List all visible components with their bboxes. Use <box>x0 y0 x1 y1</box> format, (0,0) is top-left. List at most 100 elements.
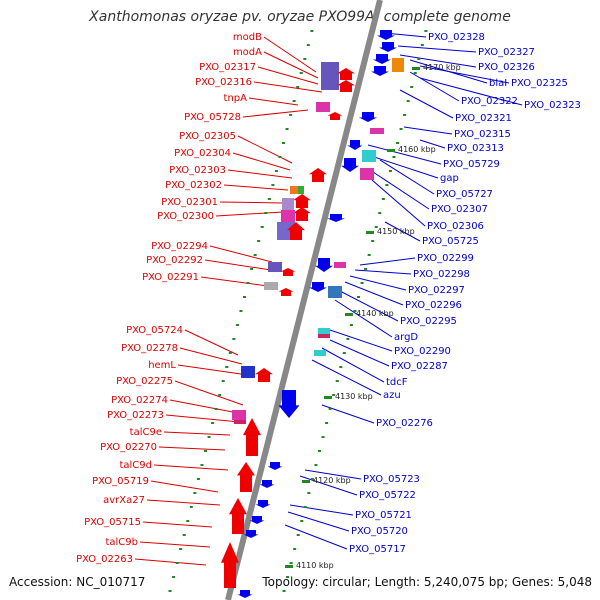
tick-mark-right <box>342 352 346 354</box>
gene-box <box>281 210 295 224</box>
right-gene-label[interactable]: PXO_05723 <box>363 474 420 485</box>
left-gene-label[interactable]: PXO_02305 <box>179 131 236 142</box>
tick-mark-left <box>179 548 183 550</box>
right-gene-label[interactable]: PXO_05727 <box>436 189 493 200</box>
gene-arrow-forward <box>293 194 311 208</box>
right-gene-label[interactable]: PXO_05725 <box>422 236 479 247</box>
right-gene-label[interactable]: PXO_02326 <box>478 62 535 73</box>
left-gene-label[interactable]: PXO_02273 <box>107 410 164 421</box>
right-gene-label[interactable]: PXO_02313 <box>447 143 504 154</box>
left-gene-label[interactable]: avrXa27 <box>103 495 145 506</box>
left-connector-line <box>263 51 319 79</box>
right-connector-line <box>329 339 390 367</box>
left-gene-label[interactable]: hemL <box>148 360 176 371</box>
left-gene-label[interactable]: PXO_02294 <box>151 241 208 252</box>
tick-mark-right <box>406 100 410 102</box>
right-gene-label[interactable]: gap <box>440 173 459 184</box>
left-gene-label[interactable]: PXO_05715 <box>84 517 141 528</box>
left-gene-label[interactable]: PXO_02302 <box>165 180 222 191</box>
right-gene-label[interactable]: blaI <box>489 78 507 89</box>
left-connector-line <box>232 152 291 171</box>
tick-mark-left <box>296 86 300 88</box>
right-gene-label[interactable]: PXO_02323 <box>524 100 581 111</box>
tick-mark-left <box>221 380 225 382</box>
left-gene-label[interactable]: PXO_05724 <box>126 325 183 336</box>
gene-box <box>328 286 342 298</box>
right-connector-line <box>334 299 393 338</box>
left-gene-label[interactable]: PXO_02300 <box>157 211 214 222</box>
right-gene-label[interactable]: PXO_02299 <box>417 253 474 264</box>
left-gene-label[interactable]: PXO_02301 <box>161 197 218 208</box>
right-gene-label[interactable]: PXO_02306 <box>427 221 484 232</box>
gene-arrow-reverse <box>249 516 265 524</box>
right-gene-label[interactable]: PXO_02276 <box>376 418 433 429</box>
tick-mark-left <box>232 338 236 340</box>
right-gene-label[interactable]: azu <box>383 390 401 401</box>
right-gene-label[interactable]: PXO_02328 <box>428 32 485 43</box>
left-gene-label[interactable]: PXO_02317 <box>199 62 256 73</box>
tick-mark-left <box>175 562 179 564</box>
right-gene-label[interactable]: PXO_02297 <box>408 285 465 296</box>
gene-box <box>241 366 255 378</box>
tick-mark-right <box>424 30 428 32</box>
left-connector-line <box>142 521 213 528</box>
tick-mark-right <box>303 506 307 508</box>
right-gene-label[interactable]: argD <box>394 332 418 343</box>
tick-mark-right <box>321 436 325 438</box>
kbp-label: 4170 kbp <box>423 63 461 72</box>
left-gene-label[interactable]: modA <box>233 47 262 58</box>
tick-mark-left <box>282 142 286 144</box>
left-gene-label[interactable]: talC9e <box>130 427 162 438</box>
left-gene-label[interactable]: PXO_02303 <box>169 165 226 176</box>
left-connector-line <box>200 276 276 288</box>
right-gene-label[interactable]: PXO_02295 <box>400 316 457 327</box>
right-gene-label[interactable]: tdcF <box>386 377 408 388</box>
right-connector-line <box>409 71 460 102</box>
tick-mark-left <box>172 576 176 578</box>
right-connector-line <box>329 329 393 352</box>
right-connector-line <box>399 54 477 68</box>
right-gene-label[interactable]: PXO_02321 <box>455 113 512 124</box>
left-gene-label[interactable]: talC9d <box>119 460 152 471</box>
right-gene-label[interactable]: PXO_05722 <box>359 490 416 501</box>
right-connector-line <box>284 524 348 550</box>
left-gene-label[interactable]: talC9b <box>105 537 138 548</box>
right-gene-label[interactable]: PXO_02296 <box>405 300 462 311</box>
right-gene-label[interactable]: PXO_05717 <box>349 544 406 555</box>
left-connector-line <box>146 499 221 506</box>
left-gene-label[interactable]: PXO_02270 <box>100 442 157 453</box>
left-gene-label[interactable]: PXO_02316 <box>195 77 252 88</box>
left-gene-label[interactable]: PXO_02278 <box>121 343 178 354</box>
right-gene-label[interactable]: PXO_02307 <box>431 204 488 215</box>
tick-mark-right <box>413 72 417 74</box>
left-gene-label[interactable]: modB <box>233 32 262 43</box>
right-gene-label[interactable]: PXO_05729 <box>443 159 500 170</box>
left-gene-label[interactable]: PXO_05719 <box>92 476 149 487</box>
left-gene-label[interactable]: PXO_05728 <box>184 112 241 123</box>
left-gene-label[interactable]: PXO_02275 <box>116 376 173 387</box>
right-gene-label[interactable]: PXO_02298 <box>413 269 470 280</box>
gene-box <box>268 262 282 272</box>
gene-arrow-forward <box>278 288 294 296</box>
right-gene-label[interactable]: PXO_02325 <box>511 78 568 89</box>
right-gene-label[interactable]: PXO_02322 <box>461 96 518 107</box>
tick-mark-right <box>335 380 339 382</box>
left-gene-label[interactable]: PXO_02274 <box>111 395 168 406</box>
right-gene-label[interactable]: PXO_02290 <box>394 346 451 357</box>
right-gene-label[interactable]: PXO_02327 <box>478 47 535 58</box>
gene-box <box>316 102 330 112</box>
left-gene-label[interactable]: PXO_02291 <box>142 272 199 283</box>
right-gene-label[interactable]: PXO_05721 <box>355 510 412 521</box>
left-gene-label[interactable]: PXO_02263 <box>76 554 133 565</box>
gene-arrow-reverse <box>259 480 275 488</box>
right-gene-label[interactable]: PXO_02287 <box>391 361 448 372</box>
tick-mark-right <box>286 576 290 578</box>
left-gene-label[interactable]: tnpA <box>224 93 248 104</box>
right-gene-label[interactable]: PXO_02315 <box>454 129 511 140</box>
left-gene-label[interactable]: PXO_02304 <box>174 148 231 159</box>
right-gene-label[interactable]: PXO_05720 <box>351 526 408 537</box>
right-connector-line <box>397 45 477 53</box>
gene-arrow-reverse <box>377 30 395 40</box>
right-connector-line <box>384 221 421 242</box>
left-gene-label[interactable]: PXO_02292 <box>146 255 203 266</box>
